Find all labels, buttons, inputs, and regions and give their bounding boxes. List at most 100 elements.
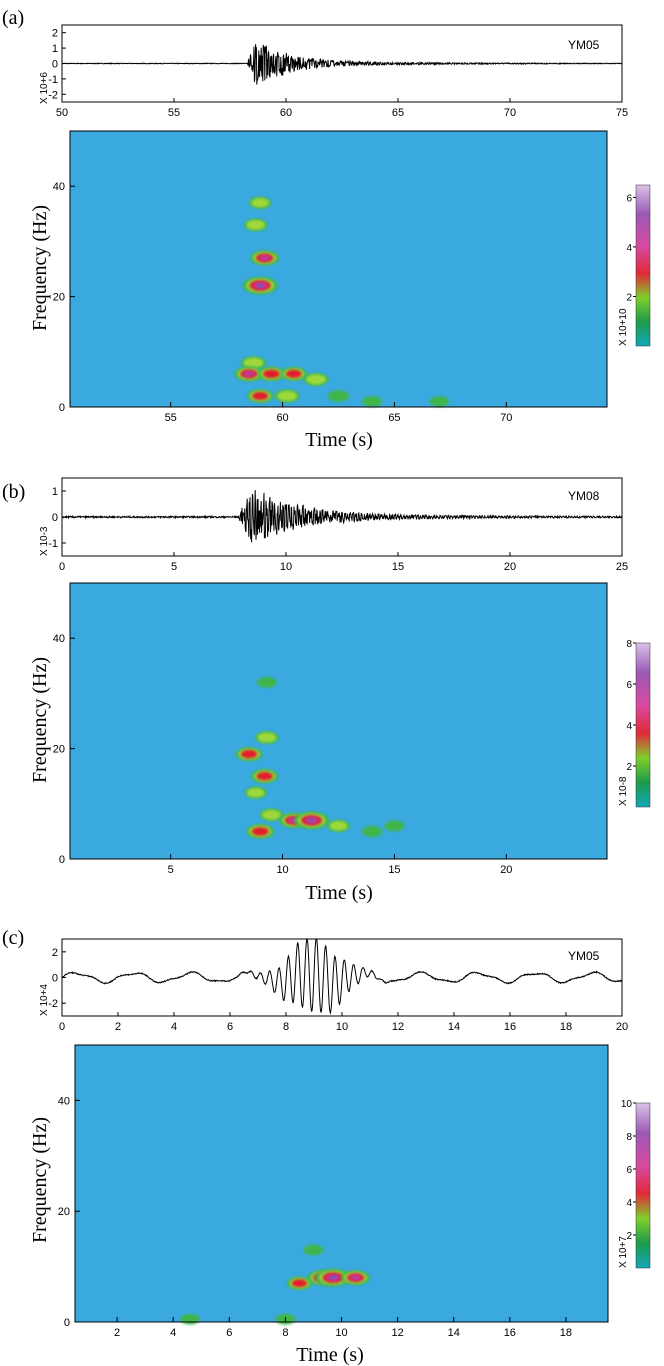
panel-a-hotspots — [234, 196, 449, 407]
spectrogram-hotspot — [246, 219, 266, 230]
panel-a-waveform: YM05 X 10+6 -2 -1 0 1 2 50 55 60 65 70 75 — [39, 24, 628, 119]
wave-xtick-label: 15 — [392, 561, 404, 573]
spectrogram-hotspot — [327, 390, 350, 402]
spec-xtick-label: 4 — [170, 1327, 176, 1339]
panel-b-spectrogram-frame — [69, 582, 608, 860]
panel-a-colorbar-scale: X 10+10 — [618, 308, 629, 346]
colorbar-tick-label: 2 — [626, 1231, 632, 1242]
wave-ytick-label: 1 — [52, 43, 58, 55]
wave-xtick-label: 5 — [171, 561, 177, 573]
spec-ytick-label: 40 — [53, 633, 65, 645]
colorbar-tick-label: 2 — [626, 762, 632, 773]
panel-a-wave-scale: X 10+6 — [39, 72, 50, 104]
spectrogram-hotspot — [306, 374, 327, 385]
colorbar-tick-label: 6 — [626, 1165, 632, 1176]
panel-b-spec-xaxis: 5 10 15 20 — [168, 854, 512, 876]
panel-c-waveform: YM05 X 10+4 -202 0 2 4 6 8 10 12 14 16 18 20 — [39, 938, 628, 1033]
panel-c-colorbar: 2 4 6 8 10 X 10+7 — [618, 1099, 651, 1269]
spectrogram-hotspot — [180, 1313, 200, 1325]
panel-a-spec-yaxis: 0 20 40 — [53, 181, 75, 414]
spec-xtick-label: 55 — [165, 412, 177, 424]
wave-ytick-label: 2 — [52, 947, 58, 959]
panel-b-spec-yaxis: 0 20 40 — [53, 633, 75, 866]
spec-xtick-label: 10 — [276, 864, 288, 876]
panel-c-ylabel: Frequency (Hz) — [29, 1117, 51, 1243]
spectrogram-hotspot — [258, 254, 271, 261]
spectrogram-hotspot — [243, 370, 255, 377]
wave-ytick-label: 0 — [52, 59, 58, 71]
panel-b-colorbar-scale: X 10-8 — [618, 776, 629, 806]
panel-b-wave-yaxis: -1 0 1 — [48, 486, 66, 550]
panel-b-spectrogram-background — [70, 583, 607, 859]
panel-b-ylabel: Frequency (Hz) — [29, 657, 51, 783]
wave-ytick-label: 2 — [52, 28, 58, 40]
wave-xtick-label: 55 — [168, 107, 180, 119]
panel-a-waveform-trace — [61, 44, 623, 85]
colorbar-tick-label: 6 — [626, 680, 632, 691]
panel-b-colorbar-ticks: 2 4 6 8 — [626, 639, 636, 773]
panel-c-station: YM05 — [568, 949, 600, 963]
panel-a-station: YM05 — [568, 38, 600, 52]
panel-b-colorbar-bar — [635, 642, 651, 808]
panel-a-wave-xaxis: 50 55 60 65 70 75 — [56, 98, 628, 119]
panel-c-xlabel: Time (s) — [296, 1344, 364, 1366]
spectrogram-hotspot — [361, 825, 383, 838]
wave-xtick-label: 10 — [336, 1021, 348, 1033]
wave-xtick-label: 65 — [392, 107, 404, 119]
spectrogram-hotspot — [257, 732, 277, 743]
panel-a-spectrogram-frame — [69, 130, 608, 408]
spectrogram-hotspot — [256, 772, 273, 781]
spectrogram-hotspot — [263, 369, 280, 379]
panel-c-wave-yaxis: -2 0 2 — [48, 947, 66, 1010]
panel-c-spectrogram: 0 20 40 2 4 6 8 10 12 14 16 18 Frequency (Hz) Time… — [29, 1044, 609, 1366]
panel-b-waveform: YM08 X 10-3 -101 0 5 10 15 20 25 — [39, 477, 628, 573]
panel-b-colorbar: 2 4 6 8 X 10-8 — [618, 639, 651, 808]
panel-c-spec-yaxis: 0 20 40 — [58, 1095, 80, 1329]
spectrogram-hotspot — [256, 283, 264, 288]
spec-xtick-label: 10 — [335, 1327, 347, 1339]
spectrogram-hotspot — [329, 821, 348, 831]
spec-xtick-label: 18 — [560, 1327, 572, 1339]
panel-c-colorbar-bar — [635, 1102, 651, 1269]
spectrogram-hotspot — [291, 1279, 308, 1288]
spectrogram-hotspot — [243, 357, 264, 369]
spec-xtick-label: 60 — [276, 412, 288, 424]
spectrogram-hotspot — [303, 1244, 324, 1256]
colorbar-tick-label: 8 — [626, 639, 632, 650]
wave-xtick-label: 2 — [115, 1021, 121, 1033]
colorbar-tick-label: 8 — [626, 1132, 632, 1143]
wave-xtick-label: 20 — [504, 561, 516, 573]
wave-ytick-label: 0 — [52, 512, 58, 524]
wave-xtick-label: 14 — [448, 1021, 460, 1033]
panel-c-spec-xaxis: 2 4 6 8 10 12 14 16 18 — [114, 1317, 572, 1339]
spectrogram-hotspot — [308, 818, 316, 823]
wave-xtick-label: 60 — [280, 107, 292, 119]
panel-c-colorbar-scale: X 10+7 — [618, 1236, 629, 1268]
spectrogram-hotspot — [261, 809, 281, 820]
colorbar-tick-label: 4 — [626, 1198, 632, 1209]
wave-ytick-label: -1 — [48, 74, 58, 86]
spectrogram-hotspot — [251, 197, 270, 208]
wave-xtick-label: 4 — [171, 1021, 177, 1033]
colorbar-tick-label: 6 — [626, 193, 632, 204]
spectrogram-hotspot — [329, 1275, 337, 1280]
spec-ytick-label: 0 — [59, 854, 65, 866]
wave-xtick-label: 20 — [616, 1021, 628, 1033]
colorbar-tick-label: 4 — [626, 721, 632, 732]
spectrogram-hotspot — [349, 1274, 362, 1281]
spec-xtick-label: 2 — [114, 1327, 120, 1339]
spec-xtick-label: 12 — [391, 1327, 403, 1339]
panel-b-label: (b) — [2, 481, 25, 503]
spectrogram-hotspot — [251, 827, 269, 836]
panel-b-wave-xaxis: 0 5 10 15 20 25 — [59, 552, 628, 573]
spectrogram-hotspot — [246, 787, 265, 798]
panel-b-hotspots — [235, 676, 405, 839]
panel-b-wave-scale: X 10-3 — [39, 526, 50, 556]
colorbar-tick-label: 4 — [626, 243, 632, 254]
spec-ytick-label: 0 — [59, 402, 65, 414]
spec-ytick-label: 40 — [58, 1095, 70, 1107]
wave-ytick-label: 1 — [52, 486, 58, 498]
panel-a-colorbar-ticks: 2 4 6 — [626, 193, 636, 303]
spec-xtick-label: 15 — [388, 864, 400, 876]
